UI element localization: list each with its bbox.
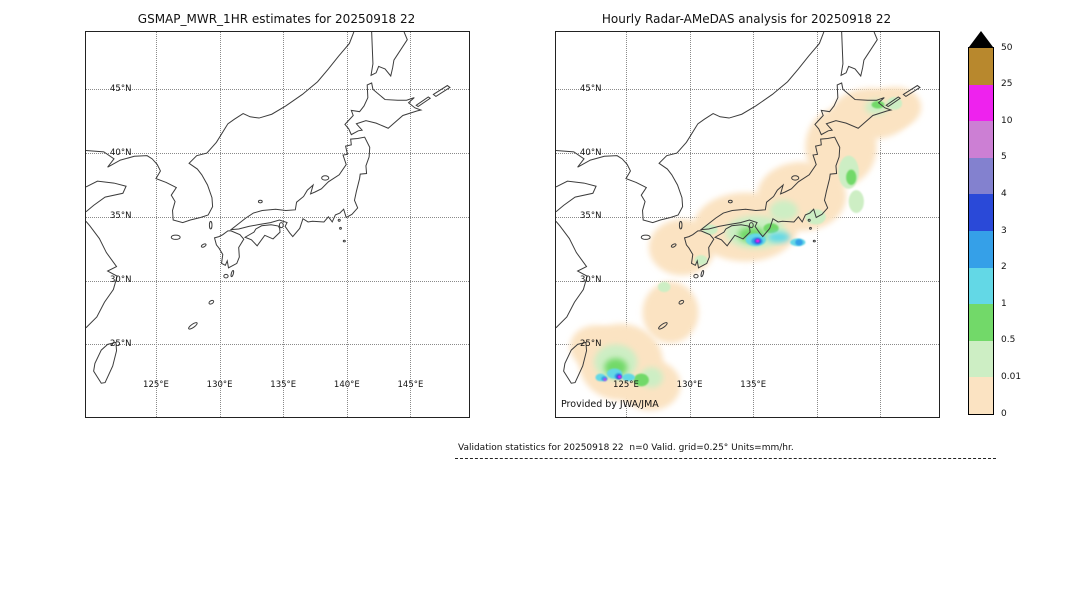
lon-tick-label: 135°E xyxy=(740,380,767,390)
precip-cell xyxy=(633,373,649,387)
precip-cell xyxy=(603,378,607,381)
grid-line-lon-130 xyxy=(219,32,221,417)
lat-tick-label: 25°N xyxy=(580,338,602,349)
validation-statistics-text: Validation statistics for 20250918 22 n=… xyxy=(458,443,794,453)
grid-line-lat-45 xyxy=(86,89,469,91)
colorbar-segment-9 xyxy=(969,377,993,414)
colorbar-segment-3 xyxy=(969,157,993,195)
lon-tick-label: 145°E xyxy=(397,380,424,390)
radar-panel-title: Hourly Radar-AMeDAS analysis for 2025091… xyxy=(601,12,892,26)
lat-tick-label: 45°N xyxy=(580,83,602,94)
colorbar-boundary-label: 2 xyxy=(1001,262,1007,273)
colorbar-segment-1 xyxy=(969,84,993,122)
precip-cell xyxy=(767,232,791,243)
grid-line-lat-45 xyxy=(556,89,939,91)
colorbar-boundary-label: 4 xyxy=(1001,188,1007,199)
lon-tick-label: 135°E xyxy=(270,380,297,390)
grid-line-lon-145 xyxy=(410,32,412,417)
colorbar-boundary-label: 10 xyxy=(1001,115,1013,126)
precip-cell xyxy=(642,281,699,344)
grid-line-lon-145 xyxy=(880,32,882,417)
colorbar-boundary-label: 25 xyxy=(1001,79,1013,90)
colorbar-segment-7 xyxy=(969,304,993,341)
grid-line-lat-40 xyxy=(86,153,469,155)
lat-tick-label: 30°N xyxy=(110,275,132,286)
gsmap-map: 125°E 130°E 135°E 140°E 145°E 45°N 40°N 35°N 30°… xyxy=(85,31,470,418)
colorbar-overflow-triangle-icon xyxy=(969,31,993,47)
colorbar: 50 25 10 5 4 3 2 1 0.5 0.01 0 xyxy=(968,31,1038,418)
grid-line-lon-125 xyxy=(625,32,627,417)
lon-tick-label: 140°E xyxy=(333,380,360,390)
colorbar-boundary-label: 0.01 xyxy=(1001,371,1022,382)
grid-line-lat-30 xyxy=(86,280,469,282)
grid-line-lat-25 xyxy=(86,344,469,346)
precip-cell xyxy=(755,239,760,243)
precip-cell xyxy=(622,373,635,382)
precip-cell xyxy=(846,169,857,185)
lat-tick-label: 35°N xyxy=(580,211,602,222)
lat-tick-label: 35°N xyxy=(110,211,132,222)
grid-line-lon-135 xyxy=(283,32,285,417)
colorbar-segment-8 xyxy=(969,340,993,378)
gsmap-panel-title: GSMAP_MWR_1HR estimates for 20250918 22 xyxy=(137,12,416,26)
colorbar-segment-5 xyxy=(969,230,993,268)
colorbar-segment-6 xyxy=(969,267,993,305)
lon-tick-label: 130°E xyxy=(676,380,703,390)
colorbar-boundary-label: 1 xyxy=(1001,298,1007,309)
grid-line-lat-40 xyxy=(556,153,939,155)
colorbar-segment-4 xyxy=(969,194,993,231)
colorbar-boundary-label: 50 xyxy=(1001,42,1013,53)
radar-credit: Provided by JWA/JMA xyxy=(561,399,659,410)
gsmap-map-canvas xyxy=(86,32,469,417)
precip-cell xyxy=(769,200,798,221)
grid-line-lon-140 xyxy=(346,32,348,417)
colorbar-boundary-label: 5 xyxy=(1001,152,1007,163)
lat-tick-label: 30°N xyxy=(580,275,602,286)
precip-cell xyxy=(795,239,803,246)
precip-cell xyxy=(617,375,622,379)
grid-line-lat-30 xyxy=(556,280,939,282)
lat-tick-label: 25°N xyxy=(110,338,132,349)
precip-cell xyxy=(871,100,885,109)
colorbar-boundary-label: 3 xyxy=(1001,225,1007,236)
precip-overlay xyxy=(569,86,922,411)
colorbar-segment-2 xyxy=(969,121,993,158)
colorbar-segments xyxy=(968,47,994,415)
radar-map-canvas xyxy=(556,32,939,411)
lat-tick-label: 40°N xyxy=(580,147,602,158)
lat-tick-label: 40°N xyxy=(110,147,132,158)
radar-map: Provided by JWA/JMA 125°E 130°E 135°E 45°N 4… xyxy=(555,31,940,418)
lon-tick-label: 125°E xyxy=(143,380,169,390)
precip-cell xyxy=(657,281,671,293)
colorbar-boundary-label: 0 xyxy=(1001,408,1007,419)
grid-line-lat-25 xyxy=(556,344,939,346)
precip-cell xyxy=(702,224,718,235)
grid-line-lon-125 xyxy=(155,32,157,417)
precip-cell xyxy=(848,190,864,214)
lon-tick-label: 125°E xyxy=(613,380,639,390)
footer-dashed-line xyxy=(455,458,996,459)
colorbar-segment-0 xyxy=(969,48,993,85)
grid-line-lat-35 xyxy=(86,216,469,218)
lon-tick-label: 130°E xyxy=(206,380,233,390)
colorbar-boundary-label: 0.5 xyxy=(1001,335,1016,346)
lat-tick-label: 45°N xyxy=(110,83,132,94)
